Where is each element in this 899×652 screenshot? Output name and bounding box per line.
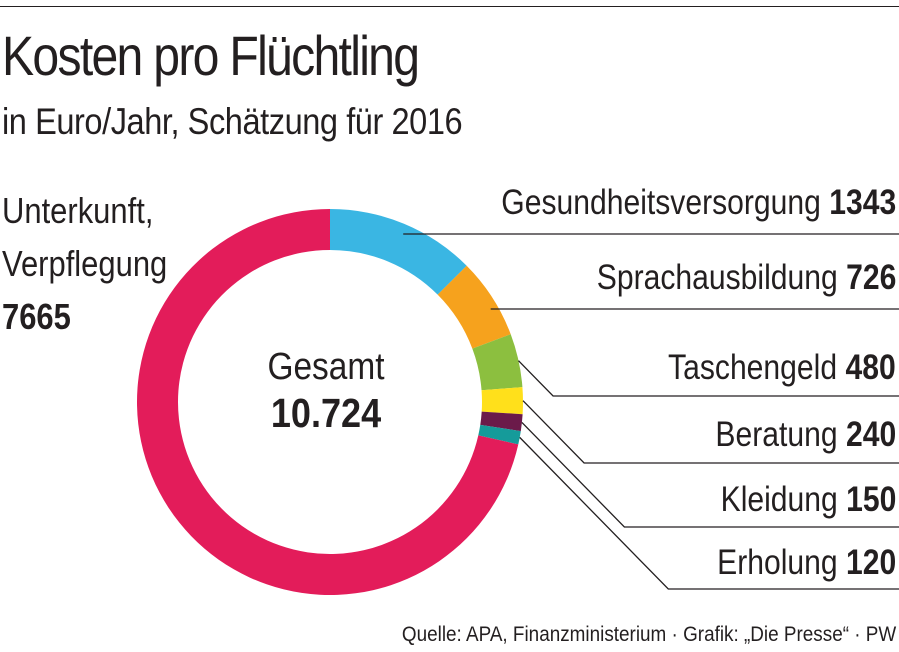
total-label: Gesamt bbox=[267, 346, 385, 388]
label-gesundheitsversorgung: Gesundheitsversorgung 1343 bbox=[501, 181, 896, 225]
label-sprachausbildung: Sprachausbildung 726 bbox=[596, 256, 896, 300]
total-value: 10.724 bbox=[270, 390, 382, 436]
value-beratung: 240 bbox=[845, 415, 896, 454]
label-unterkunft-line2: Verpflegung bbox=[2, 243, 168, 284]
value-unterkunft: 7665 bbox=[2, 296, 71, 337]
value-kleidung: 150 bbox=[845, 480, 896, 519]
label-erholung-text: Erholung bbox=[716, 543, 838, 582]
label-unterkunft: Unterkunft, Verpflegung 7665 bbox=[2, 184, 167, 343]
top-rule bbox=[0, 6, 899, 7]
leader-line-kleidung bbox=[521, 421, 899, 528]
label-erholung: Erholung 120 bbox=[717, 541, 896, 585]
label-gesundheitsversorgung-text: Gesundheitsversorgung bbox=[501, 183, 821, 222]
slice-kleidung bbox=[480, 411, 523, 432]
label-unterkunft-line1: Unterkunft, bbox=[2, 190, 154, 231]
label-kleidung: Kleidung 150 bbox=[720, 478, 896, 522]
leader-line-erholung bbox=[519, 436, 899, 590]
leader-line-beratung bbox=[522, 400, 899, 464]
chart-subtitle: in Euro/Jahr, Schätzung für 2016 bbox=[2, 101, 463, 142]
label-beratung-text: Beratung bbox=[715, 415, 838, 454]
label-beratung: Beratung 240 bbox=[715, 413, 896, 457]
label-kleidung-text: Kleidung bbox=[720, 480, 838, 519]
slice-gesundheitsversorgung bbox=[330, 209, 467, 295]
value-erholung: 120 bbox=[845, 543, 896, 582]
slice-sprachausbildung bbox=[437, 265, 511, 349]
value-gesundheitsversorgung: 1343 bbox=[829, 183, 896, 222]
slice-erholung bbox=[478, 424, 521, 445]
value-sprachausbildung: 726 bbox=[845, 258, 896, 297]
leader-line-taschengeld bbox=[518, 360, 899, 397]
label-sprachausbildung-text: Sprachausbildung bbox=[596, 258, 838, 297]
slice-taschengeld bbox=[472, 334, 523, 391]
chart-title: Kosten pro Flüchtling bbox=[2, 24, 420, 87]
slice-beratung bbox=[481, 387, 523, 415]
source-note: Quelle: APA, Finanzministerium · Grafik:… bbox=[401, 623, 896, 646]
label-taschengeld: Taschengeld 480 bbox=[668, 346, 896, 390]
label-taschengeld-text: Taschengeld bbox=[668, 348, 838, 387]
value-taschengeld: 480 bbox=[845, 348, 896, 387]
total-box: Gesamt 10.724 bbox=[206, 345, 446, 437]
